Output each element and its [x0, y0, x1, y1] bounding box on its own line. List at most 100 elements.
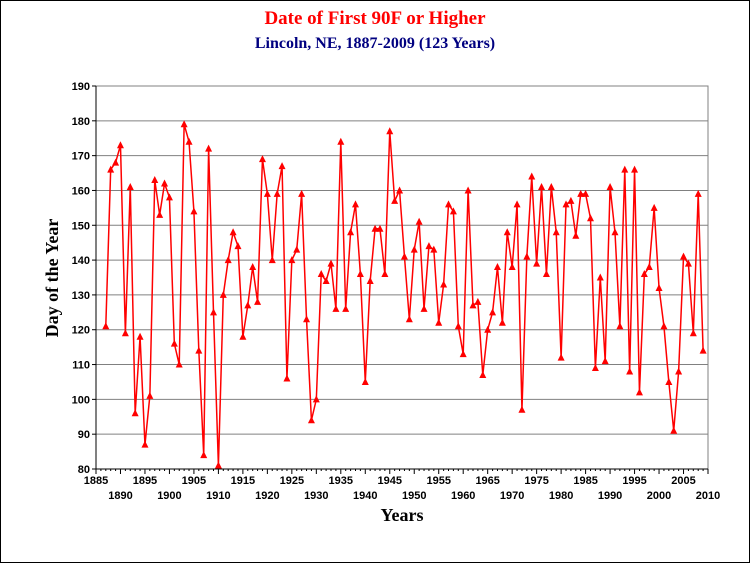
data-point [391, 196, 399, 204]
data-point [121, 329, 129, 337]
x-tick-label: 2010 [696, 490, 720, 502]
x-tick-label: 1945 [378, 475, 402, 487]
data-point [112, 158, 120, 166]
data-point [165, 193, 173, 201]
data-point [645, 263, 653, 271]
x-tick-label: 1905 [182, 475, 206, 487]
data-point [547, 182, 555, 190]
data-point [107, 165, 115, 173]
data-point [459, 350, 467, 358]
data-point [254, 297, 262, 305]
data-point [307, 416, 315, 424]
data-point [562, 200, 570, 208]
x-tick-label: 2005 [671, 475, 695, 487]
data-point [278, 162, 286, 170]
data-point [210, 308, 218, 316]
y-tick-label: 140 [72, 255, 90, 267]
x-tick-label: 1895 [133, 475, 157, 487]
data-point [322, 276, 330, 284]
data-point [577, 189, 585, 197]
y-tick-label: 120 [72, 325, 90, 337]
data-point [156, 210, 164, 218]
data-point [440, 280, 448, 288]
data-point [552, 228, 560, 236]
data-point [298, 189, 306, 197]
y-tick-label: 150 [72, 220, 90, 232]
data-point [498, 318, 506, 326]
data-point [195, 346, 203, 354]
x-tick-label: 1940 [353, 490, 377, 502]
data-point [596, 273, 604, 281]
data-point [484, 325, 492, 333]
series-markers [102, 120, 707, 469]
data-point [356, 270, 364, 278]
data-point [244, 301, 252, 309]
chart-title: Date of First 90F or Higher [264, 8, 486, 29]
data-point [435, 318, 443, 326]
y-tick-label: 110 [72, 360, 90, 372]
data-point [131, 409, 139, 417]
data-point [430, 245, 438, 253]
data-point [572, 231, 580, 239]
plot-area [95, 85, 709, 470]
data-point [616, 322, 624, 330]
x-tick-label: 1970 [500, 490, 524, 502]
x-tick-label: 2000 [647, 490, 671, 502]
data-point [386, 127, 394, 135]
data-point [146, 391, 154, 399]
x-tick-label: 1990 [598, 490, 622, 502]
data-point [161, 179, 169, 187]
data-point [170, 339, 178, 347]
x-tick-label: 1965 [475, 475, 499, 487]
y-tick-label: 80 [78, 464, 90, 476]
x-tick-label: 1925 [280, 475, 304, 487]
x-tick-label: 1930 [304, 490, 328, 502]
data-point [675, 367, 683, 375]
data-point [591, 364, 599, 372]
data-point [445, 200, 453, 208]
data-point [351, 200, 359, 208]
data-point [283, 374, 291, 382]
data-point [214, 461, 222, 469]
x-tick-label: 1915 [231, 475, 255, 487]
data-point [586, 214, 594, 222]
data-point [635, 388, 643, 396]
data-point [361, 377, 369, 385]
data-point [508, 263, 516, 271]
data-point [180, 120, 188, 128]
data-point [631, 165, 639, 173]
data-point [151, 176, 159, 184]
y-axis-title: Day of the Year [42, 219, 62, 338]
x-tick-label: 1960 [451, 490, 475, 502]
x-tick-label: 1890 [108, 490, 132, 502]
data-point [263, 189, 271, 197]
data-point [400, 252, 408, 260]
data-point [582, 189, 590, 197]
data-point [273, 189, 281, 197]
y-tick-label: 160 [72, 185, 90, 197]
data-point [420, 304, 428, 312]
data-point [371, 224, 379, 232]
chart-subtitle: Lincoln, NE, 1887-2009 (123 Years) [254, 35, 496, 52]
data-point [611, 228, 619, 236]
data-point [376, 224, 384, 232]
x-tick-label: 1910 [206, 490, 230, 502]
data-point [479, 370, 487, 378]
data-point [513, 200, 521, 208]
data-point [454, 322, 462, 330]
data-point [650, 203, 658, 211]
data-point [557, 353, 565, 361]
x-tick-label: 1980 [549, 490, 573, 502]
data-point [606, 182, 614, 190]
data-point [347, 228, 355, 236]
data-point [489, 308, 497, 316]
data-point [425, 242, 433, 250]
data-point [102, 322, 110, 330]
x-tick-label: 1935 [329, 475, 353, 487]
data-point [449, 207, 457, 215]
data-point [200, 451, 208, 459]
data-point [523, 252, 531, 260]
data-point [601, 357, 609, 365]
data-point [229, 228, 237, 236]
